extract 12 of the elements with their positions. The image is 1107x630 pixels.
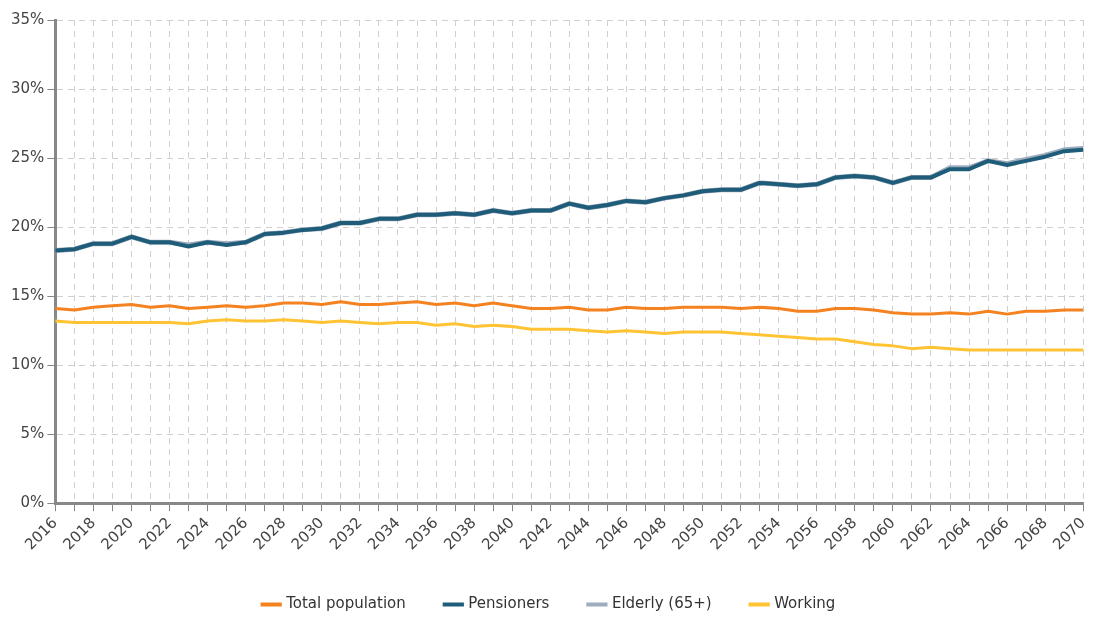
y-tick-label: 35% <box>11 9 45 28</box>
y-tick-label: 15% <box>11 286 45 305</box>
y-tick-label: 0% <box>20 493 45 512</box>
y-tick-label: 20% <box>11 217 45 236</box>
legend-label: Pensioners <box>468 594 550 613</box>
y-tick-label: 10% <box>11 355 45 374</box>
y-tick-label: 5% <box>20 424 45 443</box>
y-tick-label: 25% <box>11 147 45 166</box>
legend-label: Elderly (65+) <box>611 594 712 613</box>
legend-label: Working <box>774 594 836 613</box>
y-tick-label: 30% <box>11 78 45 97</box>
legend-label: Total population <box>285 594 406 613</box>
